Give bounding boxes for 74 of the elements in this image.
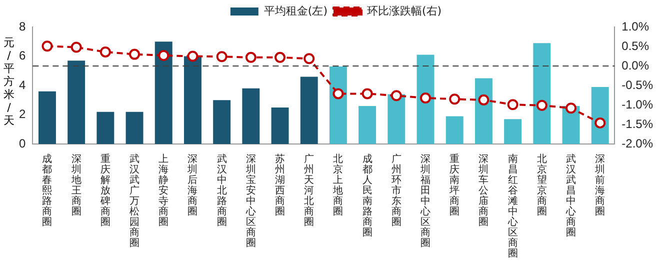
point	[594, 117, 606, 128]
bar	[474, 78, 492, 144]
x-tick-label: 重庆解放碑商圈	[99, 152, 110, 228]
x-tick-label: 成都人民南路商圈	[362, 152, 372, 238]
x-tick-label: 重庆南坪商圈	[448, 152, 460, 218]
x-tick-label: 苏州湖西商圈	[275, 152, 286, 218]
y2-tick-label: -0.5%	[622, 78, 654, 92]
y2-tick-label: 0.0%	[622, 58, 650, 72]
point	[304, 53, 315, 64]
bar	[300, 76, 318, 144]
point	[42, 40, 53, 52]
category-label: 南昌红谷滩中心区商圈	[508, 154, 518, 260]
point	[449, 94, 460, 105]
point	[129, 48, 140, 60]
point	[245, 52, 256, 63]
x-tick-label: 成都春熙路商圈	[42, 152, 52, 228]
x-tick-label: 深圳后海商圈	[186, 152, 198, 218]
y-tick-label: 4	[18, 78, 26, 92]
bar	[184, 56, 202, 144]
x-tick-label: 北京上地商圈	[332, 152, 344, 218]
point	[70, 42, 82, 53]
bar	[242, 88, 260, 144]
y-axis-title: 元/平方米/天	[2, 36, 16, 127]
y2-tick-label: -1.5%	[622, 116, 654, 131]
y-tick-label: 6	[18, 48, 26, 63]
y-tick-label: 8	[18, 19, 26, 34]
x-tick-label: 上海静安寺商圈	[158, 152, 169, 228]
point	[566, 102, 577, 114]
bar	[68, 60, 86, 144]
bar	[271, 107, 289, 144]
point	[536, 100, 548, 111]
legend-label: 平均租金(左)	[264, 4, 328, 18]
bar	[96, 112, 114, 144]
bar	[446, 116, 464, 144]
bar	[591, 86, 609, 144]
x-tick-label: 深圳地王商圈	[70, 152, 82, 218]
x-tick-label: 北京望京商圈	[536, 152, 547, 218]
y2-tick-label: 0.5%	[622, 38, 650, 53]
bar	[154, 42, 172, 144]
bar	[416, 54, 434, 144]
point	[507, 99, 518, 110]
point	[274, 52, 286, 63]
bar	[504, 119, 522, 144]
point	[478, 94, 490, 106]
x-tick-label: 深圳车公庙商圈	[478, 152, 489, 228]
point	[158, 50, 170, 61]
bar	[533, 43, 551, 144]
x-tick-label: 武汉中北路商圈	[216, 152, 227, 228]
x-tick-label: 深圳前海商圈	[594, 152, 606, 218]
y2-tick-label: -2.0%	[622, 136, 654, 150]
x-tick-label: 广州环市东商圈	[391, 152, 402, 228]
category-label: 深圳福田中心区商圈	[420, 154, 431, 249]
legend-label: 环比涨跌幅(右)	[367, 4, 442, 18]
point	[187, 50, 198, 62]
bar	[358, 106, 376, 144]
bar	[329, 66, 347, 144]
point	[100, 46, 111, 58]
x-tick-label: 武汉武昌中心商圈	[565, 152, 576, 238]
bar	[38, 91, 56, 144]
point	[390, 90, 402, 102]
point	[332, 88, 344, 100]
bar	[213, 100, 231, 144]
category-label: 武汉武广万松园商圈	[130, 154, 140, 249]
category-label: 深圳宝安中心区商圈	[246, 154, 256, 249]
point	[362, 88, 373, 100]
y2-tick-label: -1.0%	[622, 97, 654, 112]
bar	[388, 94, 406, 144]
point	[420, 92, 432, 104]
point	[216, 51, 228, 62]
bar	[126, 112, 144, 144]
x-tick-label: 广州天河北商圈	[304, 152, 314, 228]
y-tick-label: 2	[18, 107, 26, 122]
y2-tick-label: 1.0%	[622, 19, 650, 34]
y-tick-label: 0	[18, 136, 26, 150]
